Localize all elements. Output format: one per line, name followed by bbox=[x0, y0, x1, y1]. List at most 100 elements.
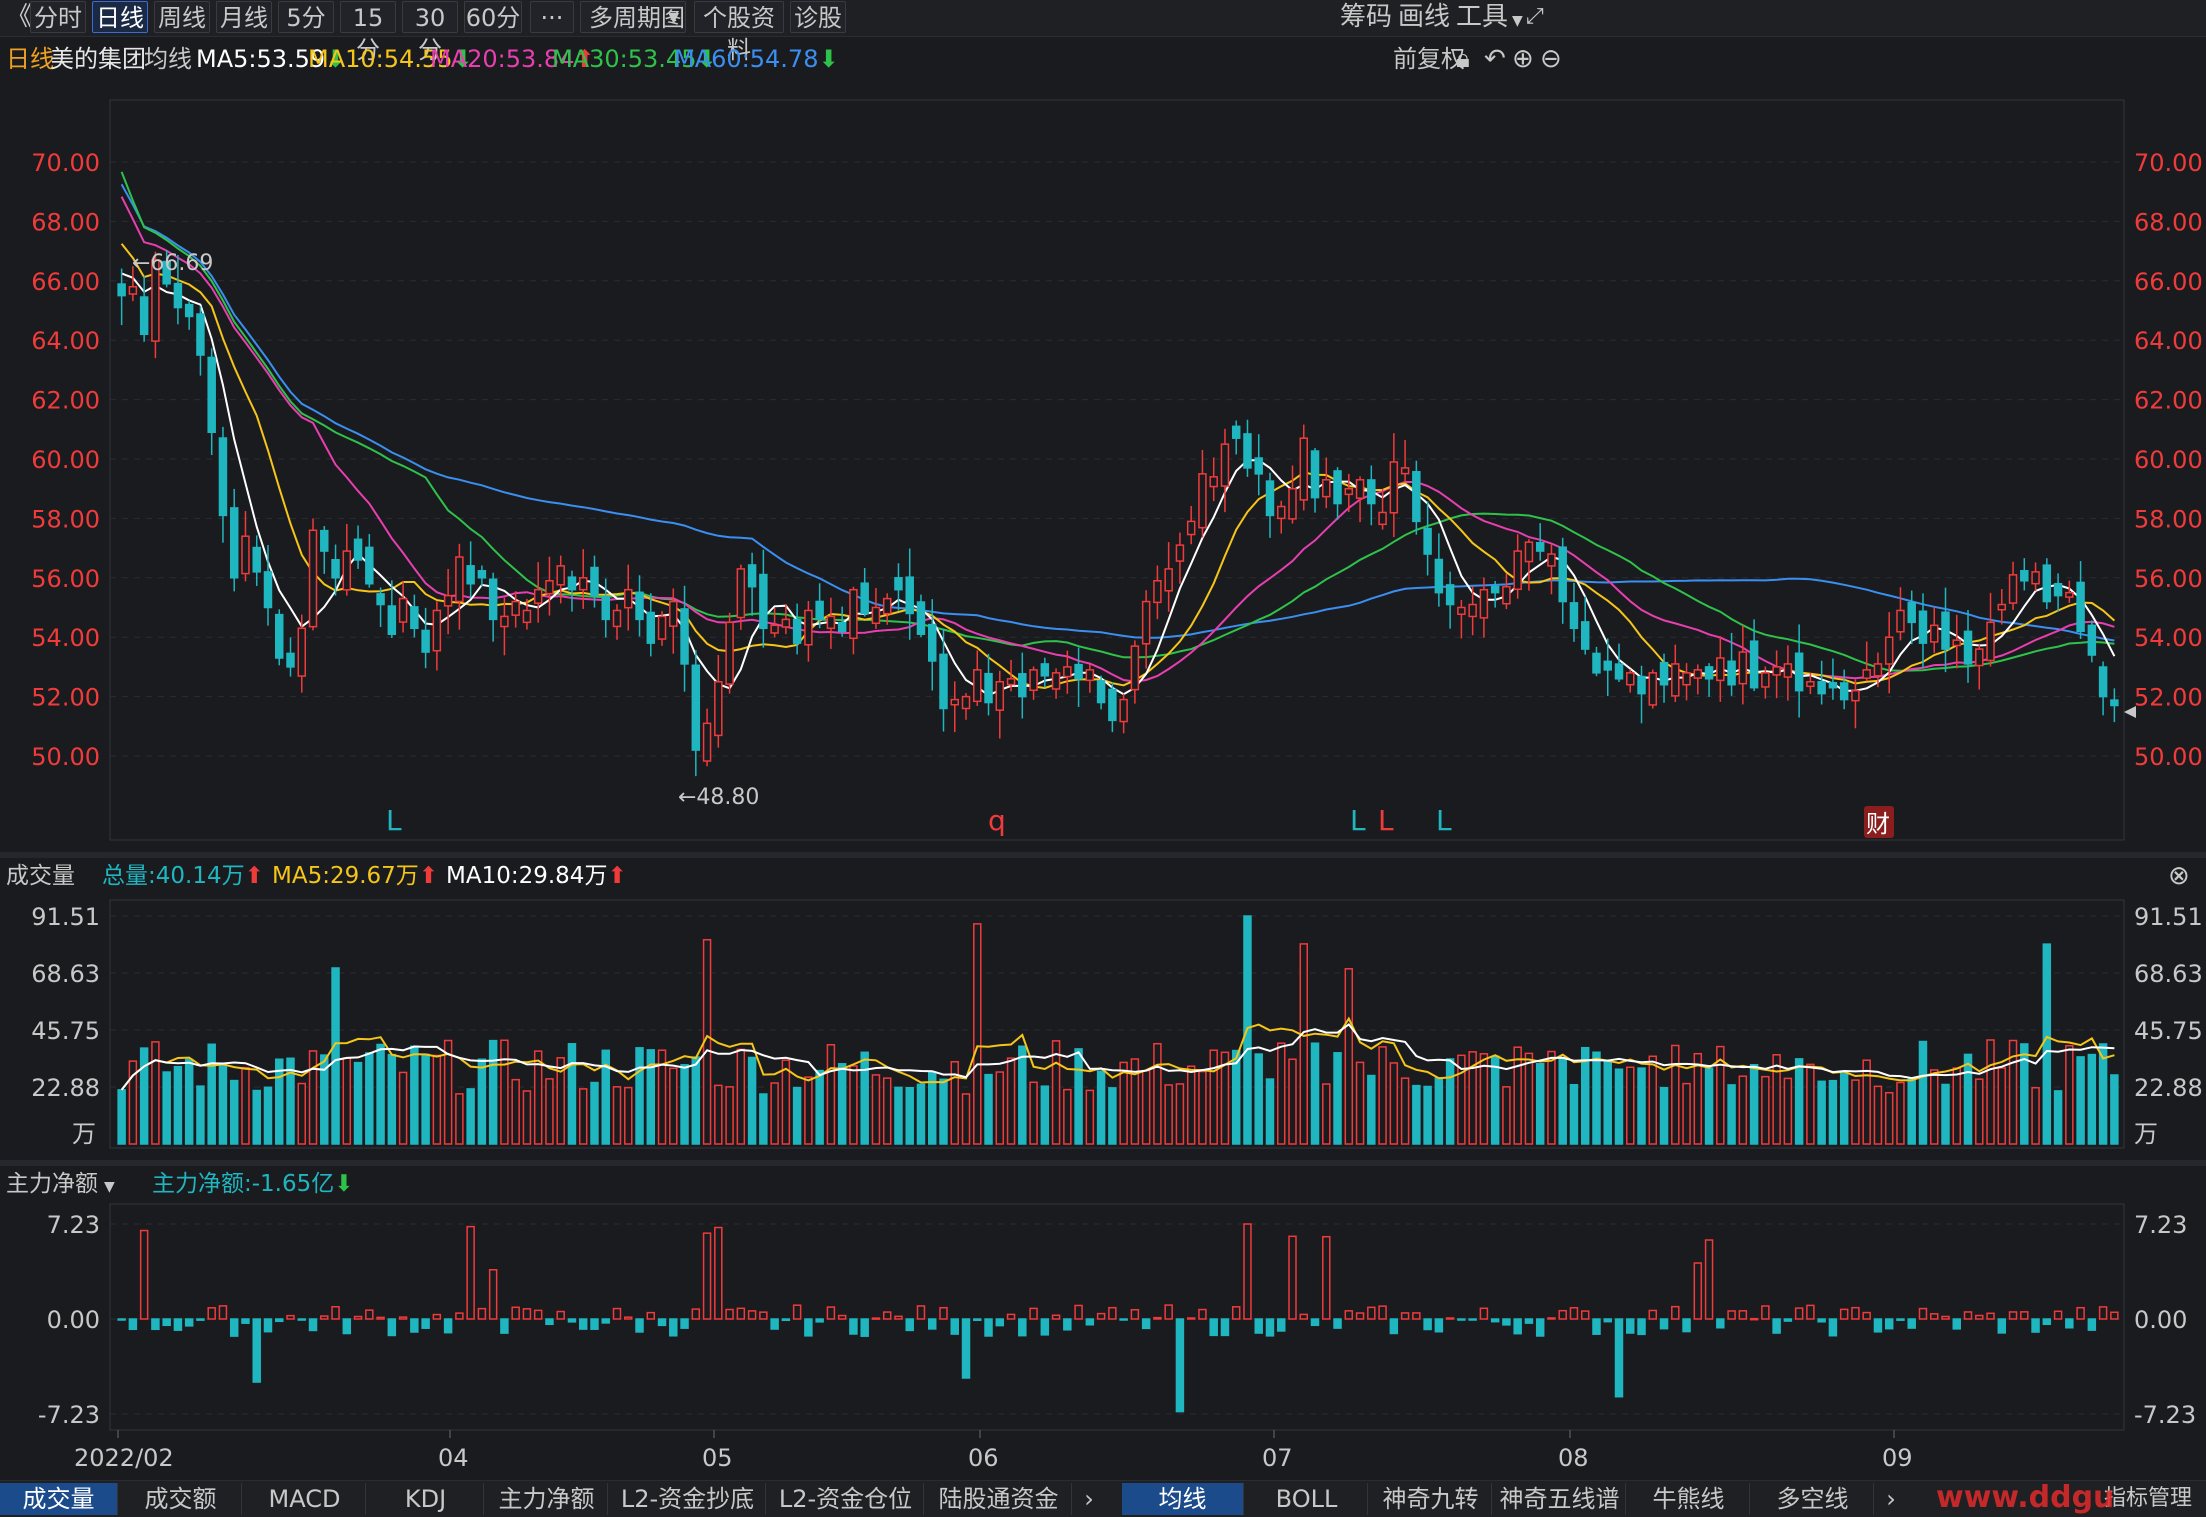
tab-l2-bottom[interactable]: L2-资金抄底 bbox=[610, 1483, 766, 1515]
multi-period-dropdown[interactable]: 多周期图 ▼ bbox=[580, 1, 686, 33]
fullscreen-icon[interactable]: ⤢ bbox=[1526, 4, 1544, 29]
capital-bar bbox=[1479, 1307, 1489, 1320]
tab-magic-five[interactable]: 神奇五线谱 bbox=[1494, 1483, 1626, 1515]
volume-bar bbox=[455, 1093, 464, 1145]
tab-northbound[interactable]: 陆股通资金 bbox=[926, 1483, 1072, 1515]
tab-l2-position[interactable]: L2-资金仓位 bbox=[768, 1483, 924, 1515]
tab-60min[interactable]: 60分 bbox=[464, 1, 522, 33]
candle-body bbox=[1817, 681, 1826, 695]
signal-marker: L bbox=[386, 804, 402, 837]
adjust-button[interactable]: 前复权 bbox=[1393, 45, 1465, 73]
candle-body bbox=[1704, 666, 1714, 680]
candle-body bbox=[714, 681, 723, 737]
ma-label[interactable]: 均线 bbox=[144, 45, 192, 73]
undo-icon[interactable]: ↶ bbox=[1484, 44, 1506, 74]
tab-15min[interactable]: 15分 bbox=[340, 1, 396, 64]
tab-diagnosis[interactable]: 诊股 bbox=[790, 1, 846, 33]
arrow-up-icon: ⬆ bbox=[244, 863, 264, 889]
volume-bar bbox=[1896, 1081, 1905, 1145]
capital-bar bbox=[184, 1318, 194, 1327]
back-button[interactable]: 《 bbox=[6, 2, 33, 32]
time-label: 04 bbox=[438, 1444, 469, 1472]
candle-body bbox=[2110, 699, 2119, 707]
volume-bar bbox=[1153, 1042, 1162, 1145]
volume-label-left: 45.75 bbox=[31, 1017, 100, 1045]
capital-bar bbox=[995, 1318, 1005, 1327]
volume-title[interactable]: 成交量 bbox=[6, 863, 75, 889]
tools-dropdown[interactable]: 工具 ▼ bbox=[1456, 2, 1523, 32]
capital-bar bbox=[2020, 1311, 2029, 1320]
volume-bar bbox=[1907, 1078, 1916, 1145]
candle-body bbox=[1907, 602, 1916, 624]
tab-intraday[interactable]: 分时 bbox=[30, 1, 86, 33]
volume-bar bbox=[882, 1077, 892, 1145]
candle-body bbox=[387, 605, 397, 635]
capital-bar bbox=[1119, 1318, 1128, 1321]
volume-bar bbox=[117, 1089, 126, 1145]
volume-bar bbox=[1198, 1070, 1207, 1145]
volume-bar bbox=[1975, 1078, 1984, 1145]
capital-bar bbox=[927, 1318, 937, 1330]
capital-bar bbox=[1108, 1306, 1117, 1320]
indicator-manage-button[interactable]: 指标管理 bbox=[2103, 1486, 2192, 1511]
candle-body bbox=[1828, 682, 1838, 689]
volume-bar bbox=[162, 1071, 171, 1145]
stock-name[interactable]: 美的集团 bbox=[50, 45, 146, 73]
tab-turnover[interactable]: 成交额 bbox=[120, 1483, 242, 1515]
more-periods-button[interactable]: ··· bbox=[530, 1, 574, 33]
lock-icon[interactable]: 🔒︎ bbox=[1456, 44, 1470, 74]
candle-body bbox=[759, 573, 768, 630]
volume-bar bbox=[1603, 1060, 1612, 1145]
chevron-right-icon[interactable]: › bbox=[1084, 1485, 1094, 1513]
tab-boll[interactable]: BOLL bbox=[1246, 1483, 1368, 1515]
volume-bar bbox=[1997, 1067, 2007, 1145]
capital-title[interactable]: 主力净额 ▼ bbox=[6, 1171, 115, 1197]
volume-bar bbox=[387, 1053, 397, 1145]
tab-ma[interactable]: 均线 bbox=[1122, 1483, 1244, 1515]
chips-button[interactable]: 筹码 bbox=[1340, 2, 1393, 32]
zoom-in-icon[interactable]: ⊕ bbox=[1512, 44, 1534, 74]
tab-volume[interactable]: 成交量 bbox=[0, 1483, 118, 1515]
capital-bar bbox=[1547, 1317, 1556, 1320]
tab-stock-profile[interactable]: 个股资料 bbox=[694, 1, 784, 64]
candle-body bbox=[1963, 630, 1973, 665]
capital-bar bbox=[1862, 1311, 1871, 1320]
candle-body bbox=[669, 600, 678, 627]
tab-monthly[interactable]: 月线 bbox=[216, 1, 272, 33]
capital-bar bbox=[837, 1314, 847, 1320]
candle-body bbox=[871, 606, 881, 625]
tab-kdj[interactable]: KDJ bbox=[368, 1483, 484, 1515]
kline-chart[interactable]: 70.00 70.00 68.00 68.00 66.00 66.00 64.00 64.00… bbox=[0, 0, 2206, 1480]
tab-bull-bear[interactable]: 牛熊线 bbox=[1628, 1483, 1750, 1515]
tab-macd[interactable]: MACD bbox=[244, 1483, 366, 1515]
capital-bar bbox=[1929, 1313, 1939, 1320]
close-icon[interactable]: ⊗ bbox=[2168, 861, 2190, 891]
volume-bar bbox=[860, 1051, 869, 1145]
candle-body bbox=[229, 507, 239, 579]
candle-body bbox=[151, 259, 160, 342]
tab-main-net[interactable]: 主力净额 bbox=[486, 1483, 608, 1515]
zoom-out-icon[interactable]: ⊖ bbox=[1540, 44, 1562, 74]
tab-long-short[interactable]: 多空线 bbox=[1752, 1483, 1874, 1515]
candle-body bbox=[567, 576, 577, 591]
tab-weekly[interactable]: 周线 bbox=[154, 1, 210, 33]
chevron-right-icon[interactable]: › bbox=[1886, 1485, 1896, 1513]
candle-body bbox=[1074, 663, 1083, 680]
draw-button[interactable]: 画线 bbox=[1398, 2, 1451, 32]
capital-bar bbox=[871, 1317, 881, 1320]
ma-legend: 日线 美的集团 均线 MA5:53.59⬇ MA10:54.55⬇ MA20:5… bbox=[0, 38, 2206, 80]
candle-body bbox=[1671, 663, 1680, 697]
tab-30min[interactable]: 30分 bbox=[402, 1, 458, 64]
candle-body bbox=[725, 621, 734, 685]
volume-unit-left: 万 bbox=[72, 1120, 96, 1148]
candle-body bbox=[1648, 672, 1658, 706]
tab-daily[interactable]: 日线 bbox=[92, 1, 148, 33]
capital-bar bbox=[410, 1318, 419, 1333]
tab-magic-nine[interactable]: 神奇九转 bbox=[1370, 1483, 1492, 1515]
volume-bar bbox=[342, 1057, 352, 1145]
capital-label-right: 0.00 bbox=[2134, 1306, 2187, 1334]
tab-5min[interactable]: 5分 bbox=[278, 1, 334, 33]
volume-bar bbox=[624, 1086, 633, 1145]
high-price-note: ←66.69 bbox=[132, 251, 213, 276]
period-label: 日线 bbox=[6, 45, 54, 73]
